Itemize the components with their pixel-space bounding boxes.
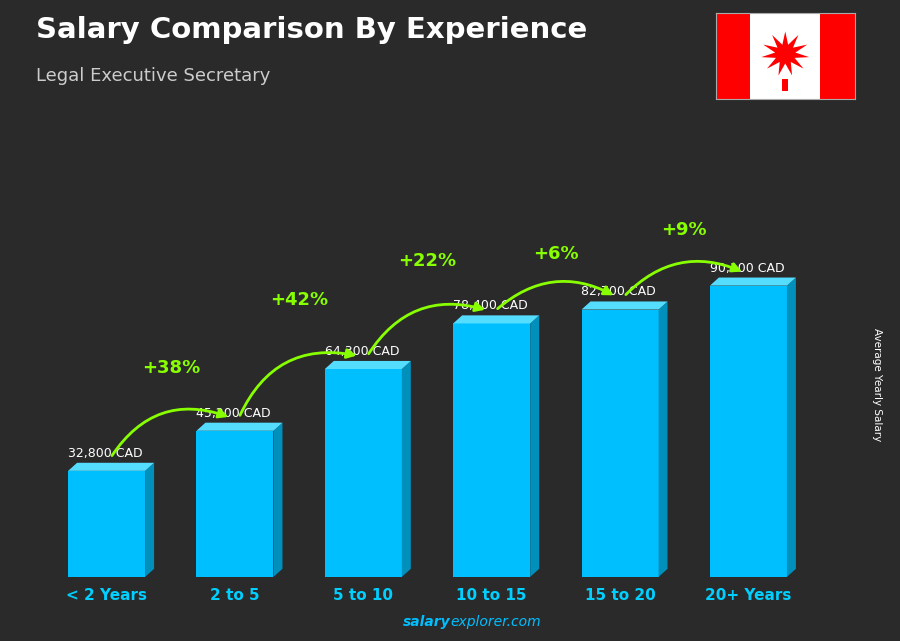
Text: salary: salary [402, 615, 450, 629]
Text: +22%: +22% [399, 252, 456, 270]
Polygon shape [454, 315, 539, 324]
Text: 82,700 CAD: 82,700 CAD [581, 285, 656, 299]
Polygon shape [454, 324, 530, 577]
Polygon shape [68, 463, 154, 471]
Polygon shape [581, 310, 659, 577]
Polygon shape [710, 278, 796, 286]
Polygon shape [274, 422, 283, 577]
Text: 64,300 CAD: 64,300 CAD [325, 345, 400, 358]
Text: Average Yearly Salary: Average Yearly Salary [872, 328, 883, 441]
Text: 45,200 CAD: 45,200 CAD [196, 407, 271, 420]
Polygon shape [325, 369, 401, 577]
Polygon shape [787, 278, 796, 577]
Polygon shape [196, 431, 274, 577]
Text: +6%: +6% [533, 245, 579, 263]
Text: 32,800 CAD: 32,800 CAD [68, 447, 142, 460]
Polygon shape [659, 301, 668, 577]
Text: explorer.com: explorer.com [450, 615, 541, 629]
Polygon shape [325, 361, 410, 369]
Polygon shape [581, 301, 668, 310]
Polygon shape [196, 422, 283, 431]
Text: +42%: +42% [270, 291, 328, 309]
Text: +38%: +38% [141, 360, 200, 378]
Text: Legal Executive Secretary: Legal Executive Secretary [36, 67, 270, 85]
Polygon shape [751, 13, 820, 99]
Polygon shape [710, 286, 787, 577]
Polygon shape [530, 315, 539, 577]
Polygon shape [401, 361, 410, 577]
Text: 78,400 CAD: 78,400 CAD [453, 299, 527, 312]
Polygon shape [716, 13, 751, 99]
Text: 90,100 CAD: 90,100 CAD [710, 262, 785, 274]
Polygon shape [761, 31, 809, 76]
Polygon shape [145, 463, 154, 577]
Polygon shape [68, 471, 145, 577]
Polygon shape [782, 79, 788, 90]
Text: +9%: +9% [662, 221, 707, 238]
Polygon shape [820, 13, 855, 99]
Text: Salary Comparison By Experience: Salary Comparison By Experience [36, 16, 587, 44]
